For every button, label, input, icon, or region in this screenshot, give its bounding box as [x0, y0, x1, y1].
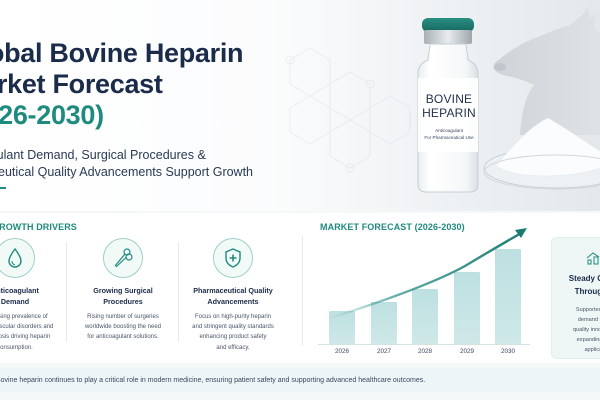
driver-desc-line: Increasing prevalence of: [0, 314, 48, 320]
steady-growth-card: [551, 237, 600, 359]
footer-strip: Bovine heparin continues to play a criti…: [0, 368, 600, 392]
vial-name-line-2: HEPARIN: [422, 106, 476, 120]
vial-sub-2: For Pharmaceutical Use: [424, 135, 474, 140]
side-desc-line: quality innovation and: [572, 327, 600, 333]
chart-x-label: 2028: [417, 348, 432, 355]
title-line-2: Market Forecast: [0, 69, 163, 99]
chart-x-label: 2030: [500, 348, 515, 355]
chart-x-label: 2027: [376, 348, 391, 355]
driver-desc-line: for anticoagulant solutions.: [87, 334, 159, 341]
driver-icon-circle: [0, 238, 35, 278]
side-desc-line: expanding medical: [576, 337, 600, 343]
side-card-title: Steady Growth Throughout: [562, 273, 600, 298]
driver-description: Increasing prevalence of cardiovascular …: [0, 312, 70, 353]
driver-description: Rising number of surgeries worldwide boo…: [68, 312, 178, 343]
side-desc-line: applications.: [584, 347, 600, 353]
trend-arrow-icon: [328, 228, 527, 320]
title-line-1: Global Bovine Heparin: [0, 38, 244, 68]
chart-bar-2029: [454, 272, 480, 344]
side-title-line: Steady Growth: [568, 274, 600, 283]
driver-title: Growing Surgical Procedures: [68, 286, 178, 307]
subtitle-line-1: Anticoagulant Demand, Surgical Procedure…: [0, 148, 206, 162]
drop-icon: [8, 247, 22, 268]
side-desc-line: Supported by rising: [575, 307, 600, 313]
vial-sub-1: Anticoagulant: [435, 128, 463, 133]
driver-anticoagulant-demand: Anticoagulant Demand Increasing prevalen…: [0, 238, 70, 353]
scissors-icon: [114, 248, 133, 268]
driver-quality-advancements: Pharmaceutical Quality Advancements Focu…: [178, 238, 288, 353]
chart-baseline: [318, 344, 530, 345]
shield-plus-icon: [225, 248, 241, 268]
driver-title-line: Procedures: [103, 296, 143, 306]
building-growth-icon: [586, 252, 600, 265]
vial-name-line-1: BOVINE: [425, 92, 473, 106]
driver-desc-line: and efficacy.: [216, 344, 250, 351]
molecule-pattern-icon: [285, 47, 411, 173]
driver-desc-line: cardiovascular disorders and: [0, 324, 54, 331]
driver-title-line: Advancements: [207, 296, 259, 306]
section-divider: [302, 236, 303, 346]
side-card-description: Supported by rising demand fueled by qua…: [560, 305, 600, 355]
title-years: (2026-2030): [0, 100, 104, 130]
driver-surgical-procedures: Growing Surgical Procedures Rising numbe…: [68, 238, 178, 343]
page-title: Global Bovine Heparin Market Forecast (2…: [0, 38, 244, 131]
driver-title-line: Demand: [0, 296, 30, 306]
side-desc-line: demand fueled by: [577, 317, 600, 323]
driver-title-line: Pharmaceutical Quality: [193, 286, 273, 295]
hero-banner: Global Bovine Heparin Market Forecast (2…: [0, 0, 600, 211]
side-title-line: Throughout: [574, 286, 600, 296]
footer-text: Bovine heparin continues to play a criti…: [0, 376, 426, 384]
driver-description: Focus on high-purity heparin and stringe…: [178, 312, 288, 353]
driver-desc-line: consumption.: [0, 344, 33, 351]
driver-icon-circle: [213, 238, 253, 278]
growth-drivers-heading: GROWTH DRIVERS: [0, 222, 77, 232]
driver-desc-line: Focus on high-purity heparin: [194, 314, 272, 320]
market-forecast-heading: MARKET FORECAST (2026-2030): [320, 222, 465, 232]
chart-x-label: 2029: [459, 348, 474, 355]
chart-bar-2030: [495, 249, 521, 344]
subtitle-line-2: Pharmaceutical Quality Advancements Supp…: [0, 165, 254, 179]
chart-x-label: 2026: [334, 348, 349, 355]
chart-bar-2027: [371, 302, 397, 344]
driver-divider: [66, 242, 67, 342]
driver-desc-line: enhancing product safety: [199, 334, 267, 341]
driver-icon-circle: [103, 238, 143, 278]
driver-desc-line: Rising number of surgeries: [87, 314, 159, 320]
chart-bar-2028: [412, 289, 438, 344]
cow-icon: [493, 7, 600, 135]
page-subtitle: Anticoagulant Demand, Surgical Procedure…: [0, 147, 253, 181]
vial-label: BOVINE HEPARIN Anticoagulant For Pharmac…: [418, 82, 480, 150]
driver-desc-line: worldwide boosting the need: [84, 324, 162, 331]
title-accent-divider: [0, 187, 6, 189]
petri-dish-powder-icon: [483, 118, 600, 190]
driver-divider: [178, 242, 179, 342]
driver-title: Pharmaceutical Quality Advancements: [178, 286, 288, 307]
driver-title-line: Anticoagulant: [0, 286, 39, 295]
driver-desc-line: and stringent quality standards: [192, 324, 274, 331]
driver-title: Anticoagulant Demand: [0, 286, 70, 307]
driver-title-line: Growing Surgical: [93, 286, 153, 295]
driver-desc-line: thrombosis driving heparin: [0, 334, 51, 341]
heparin-vial-icon: [417, 18, 479, 193]
